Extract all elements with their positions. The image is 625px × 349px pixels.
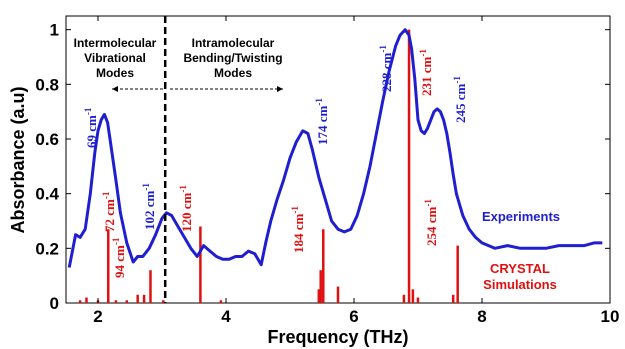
peak-label: 72 cm-1 bbox=[101, 191, 117, 232]
peak-label: 69 cm-1 bbox=[83, 107, 99, 148]
y-tick-label: 0.8 bbox=[35, 75, 59, 94]
region-left-line1: Intermolecular bbox=[74, 36, 157, 50]
peak-label: 231 cm-1 bbox=[418, 49, 434, 96]
region-right-line1: Intramolecular bbox=[192, 36, 275, 50]
x-tick-label: 6 bbox=[349, 307, 358, 326]
region-right-line2: Bending/Twisting bbox=[183, 51, 282, 65]
x-axis-label: Frequency (THz) bbox=[267, 327, 408, 347]
y-tick-label: 0.6 bbox=[35, 130, 59, 149]
region-left-line3: Modes bbox=[96, 66, 134, 80]
x-tick-label: 2 bbox=[93, 307, 102, 326]
x-tick-label: 8 bbox=[477, 307, 486, 326]
peak-label: 174 cm-1 bbox=[314, 98, 330, 145]
x-tick-label: 10 bbox=[601, 307, 620, 326]
legend-simulations-line2: Simulations bbox=[483, 277, 557, 292]
y-axis-label: Absorbance (a.u) bbox=[8, 86, 28, 233]
peak-label: 120 cm-1 bbox=[178, 185, 194, 232]
legend-experiments: Experiments bbox=[482, 209, 560, 224]
peak-label: 254 cm-1 bbox=[423, 199, 439, 246]
region-right-line3: Modes bbox=[214, 66, 252, 80]
peak-label: 228 cm-1 bbox=[378, 45, 394, 92]
x-axis-ticks: 2 4 6 8 10 bbox=[93, 16, 619, 326]
plot-frame bbox=[65, 15, 611, 304]
peak-label: 102 cm-1 bbox=[141, 183, 157, 230]
experiments-line bbox=[67, 28, 603, 268]
legend-simulations-line1: CRYSTAL bbox=[490, 261, 550, 276]
simulation-sticks bbox=[78, 29, 459, 303]
y-tick-label: 1 bbox=[50, 21, 59, 40]
y-tick-label: 0.2 bbox=[35, 239, 59, 258]
x-tick-label: 4 bbox=[221, 307, 231, 326]
peak-label: 94 cm-1 bbox=[111, 237, 127, 278]
peak-labels: 69 cm-1 72 cm-1 94 cm-1 102 cm-1 120 cm-1 174… bbox=[83, 45, 468, 278]
peak-label: 184 cm-1 bbox=[290, 206, 306, 253]
y-tick-label: 0.4 bbox=[35, 185, 59, 204]
y-tick-label: 0 bbox=[50, 294, 59, 313]
peak-label: 245 cm-1 bbox=[452, 76, 468, 123]
region-left-line2: Vibrational bbox=[84, 51, 146, 65]
y-axis-ticks: 0 0.2 0.4 0.6 0.8 1 bbox=[35, 21, 610, 313]
